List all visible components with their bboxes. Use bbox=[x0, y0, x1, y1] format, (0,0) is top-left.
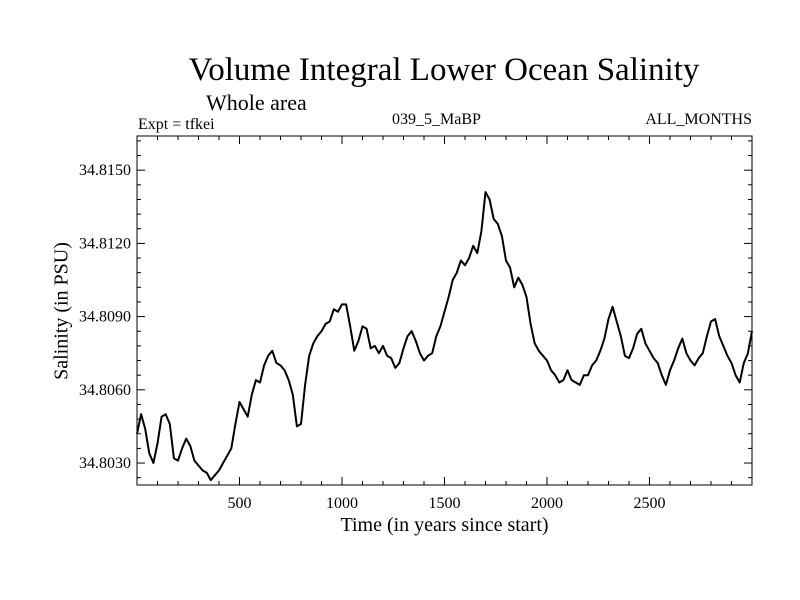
chart-subtitle: Whole area bbox=[206, 90, 307, 115]
x-tick-label: 1000 bbox=[326, 495, 358, 512]
series-line bbox=[136, 191, 753, 482]
y-tick-label: 34.8030 bbox=[79, 455, 131, 472]
experiment-label: Expt = tfkei bbox=[138, 116, 215, 133]
x-tick-label: 1500 bbox=[429, 495, 461, 512]
y-tick-label: 34.8150 bbox=[79, 162, 131, 179]
series-group bbox=[136, 191, 753, 482]
chart-title: Volume Integral Lower Ocean Salinity bbox=[188, 52, 700, 88]
y-tick-label: 34.8060 bbox=[79, 382, 131, 399]
x-tick-label: 2500 bbox=[634, 495, 666, 512]
y-tick-label: 34.8120 bbox=[79, 235, 131, 252]
months-label: ALL_MONTHS bbox=[645, 111, 752, 128]
x-axis-label: Time (in years since start) bbox=[340, 514, 549, 536]
run-label: 039_5_MaBP bbox=[392, 111, 481, 128]
y-axis-ticks: 34.8030 34.8060 34.8090 34.8120 34.8150 bbox=[79, 140, 752, 479]
x-tick-label: 500 bbox=[228, 495, 252, 512]
x-tick-label: 2000 bbox=[531, 495, 563, 512]
y-tick-label: 34.8090 bbox=[79, 309, 131, 326]
x-axis-ticks: 500 1000 1500 2000 2500 bbox=[157, 136, 732, 512]
